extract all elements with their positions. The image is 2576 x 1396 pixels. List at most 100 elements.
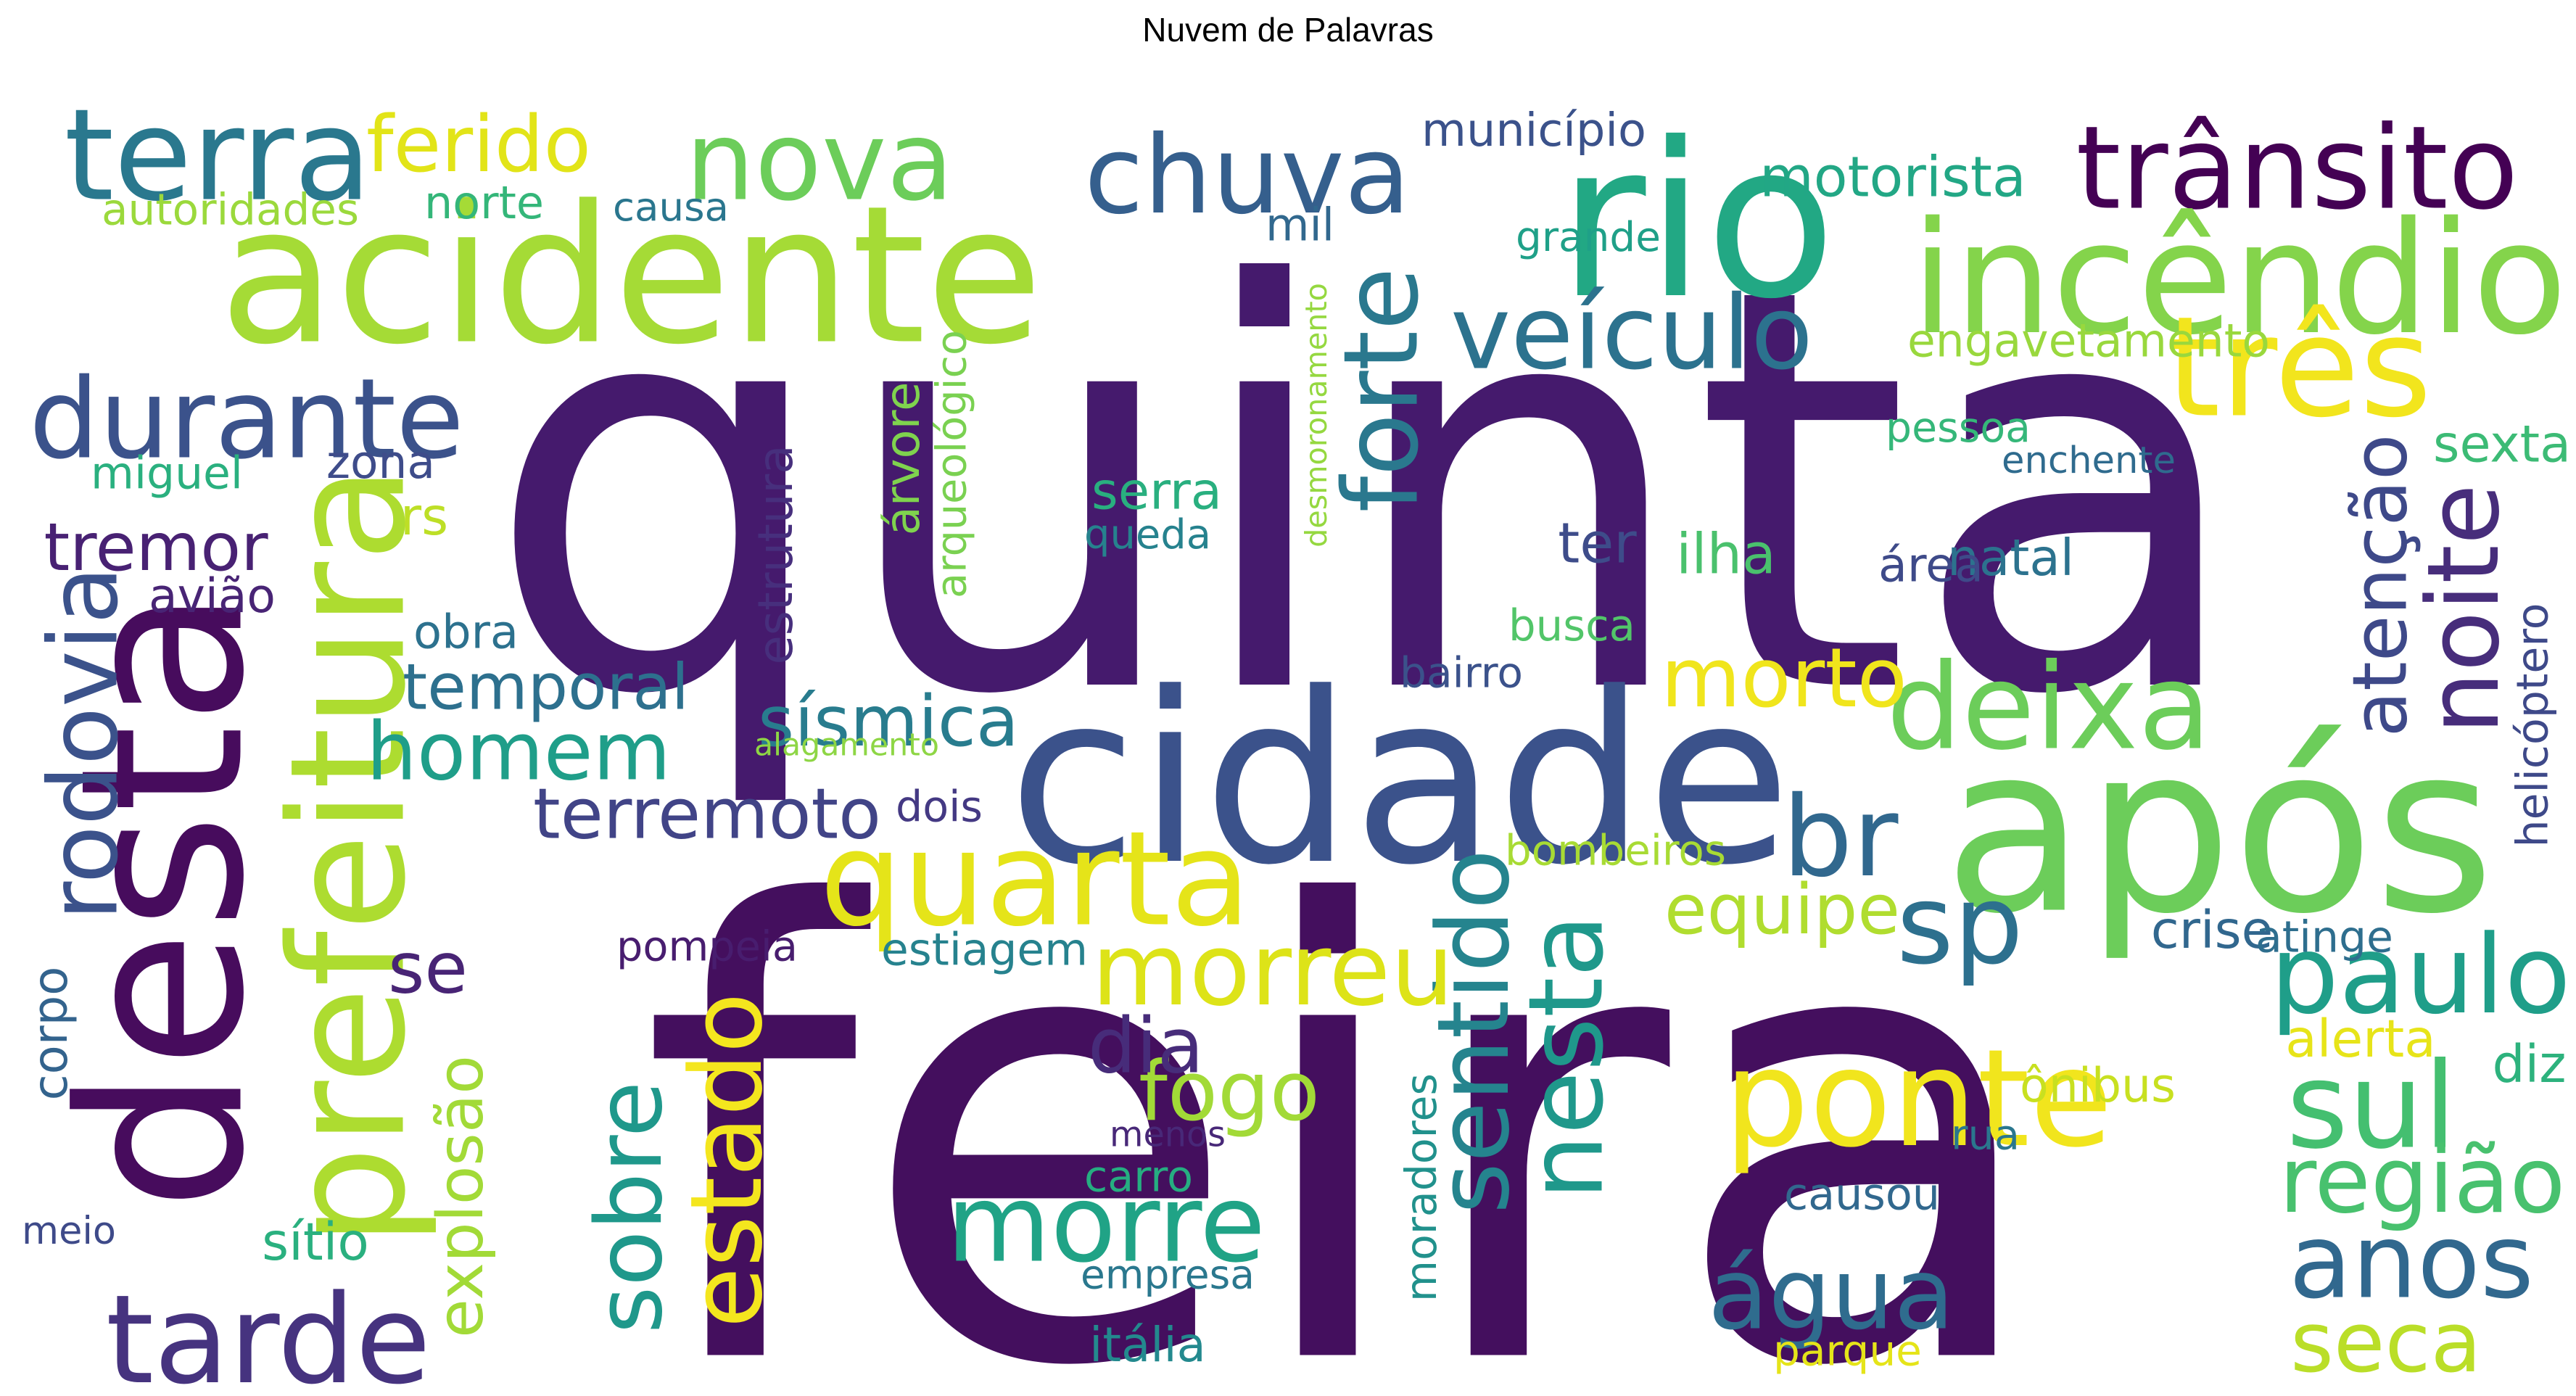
word-homem: homem (366, 706, 671, 799)
word-incendio: incêndio (1911, 189, 2567, 369)
word-arqueologico: arqueológico (928, 330, 976, 598)
word-carro: carro (1084, 1152, 1193, 1202)
word-agua: água (1708, 1237, 1954, 1352)
word-area: área (1878, 539, 1983, 593)
word-estado: estado (669, 993, 785, 1329)
word-italia: itália (1089, 1318, 1206, 1373)
word-temporal: temporal (402, 650, 689, 724)
word-forte: forte (1322, 267, 1442, 512)
word-municipio: município (1421, 104, 1646, 157)
word-sentido: sentido (1416, 849, 1532, 1214)
word-arvore: árvore (875, 382, 930, 536)
word-morto: morto (1661, 630, 1907, 726)
word-prefeitura: prefeitura (256, 465, 441, 1247)
word-tarde: tarde (106, 1268, 431, 1396)
word-seca: seca (2290, 1295, 2482, 1392)
word-onibus: ônibus (2020, 1059, 2176, 1113)
word-rodovia: rodovia (28, 566, 139, 921)
word-empresa: empresa (1081, 1252, 1255, 1298)
word-ferido: ferido (366, 100, 591, 190)
word-quarta: quarta (820, 804, 1250, 956)
word-diz: diz (2492, 1034, 2566, 1094)
word-mil: mil (1266, 199, 1334, 252)
word-sexta: sexta (2433, 415, 2571, 474)
word-miguel: miguel (91, 447, 243, 500)
word-bairro: bairro (1400, 648, 1523, 698)
word-terremoto: terremoto (533, 774, 881, 855)
word-nova: nova (685, 98, 954, 226)
word-crise: crise (2151, 900, 2274, 960)
word-desta: desta (33, 587, 294, 1211)
word-alagamento: alagamento (754, 727, 939, 764)
word-quinta: quinta (484, 170, 2250, 816)
word-fogo: fogo (1139, 1044, 1320, 1139)
word-rs: rs (400, 487, 448, 547)
word-busca: busca (1508, 600, 1635, 650)
word-tres: três (2166, 288, 2432, 449)
word-norte: norte (424, 177, 544, 229)
word-pessoa: pessoa (1886, 404, 2031, 452)
word-grande: grande (1516, 214, 1661, 261)
word-autoridades: autoridades (102, 186, 359, 236)
word-serra: serra (1091, 462, 1222, 521)
word-atencao: atenção (2337, 434, 2424, 737)
word-regiao: região (2279, 1127, 2566, 1234)
word-cidade: cidade (1008, 643, 1791, 917)
word-meio: meio (22, 1209, 116, 1253)
word-deixa: deixa (1886, 638, 2211, 777)
word-paulo: paulo (2270, 912, 2571, 1038)
word-explosao: explosão (424, 1055, 498, 1338)
word-nesta: nesta (1507, 914, 1627, 1199)
word-ponte: ponte (1724, 1020, 2113, 1177)
word-transito: trânsito (2076, 102, 2518, 236)
word-moradores: moradores (1397, 1073, 1446, 1302)
word-ilha: ilha (1676, 523, 1776, 587)
word-veiculo: veículo (1450, 275, 1813, 393)
word-aviao: avião (149, 569, 276, 624)
word-feira: feira (640, 779, 2051, 1396)
word-dois: dois (896, 782, 983, 832)
word-equipe: equipe (1664, 870, 1900, 950)
word-acidente: acidente (219, 165, 1043, 387)
word-ter: ter (1558, 512, 1637, 577)
word-pompeia: pompeia (616, 922, 798, 971)
word-sul: sul (2287, 1037, 2457, 1176)
word-noite: noite (2406, 484, 2522, 735)
word-motorista: motorista (1759, 146, 2026, 210)
word-durante: durante (29, 355, 464, 484)
word-obra: obra (413, 606, 519, 660)
word-sobre: sobre (576, 1081, 682, 1334)
word-rio: rio (1558, 96, 1836, 346)
word-morreu: morreu (1091, 912, 1454, 1028)
word-tremor: tremor (44, 509, 268, 586)
word-terra: terra (65, 83, 372, 230)
word-zona: zona (326, 436, 435, 489)
word-rua: rua (1951, 1111, 2020, 1160)
word-natal: natal (1947, 529, 2074, 587)
word-queda: queda (1084, 511, 1211, 558)
word-engavetamento: engavetamento (1907, 315, 2270, 368)
word-apos: após (1944, 696, 2495, 965)
word-menos: menos (1110, 1115, 1226, 1155)
word-corpo: corpo (23, 967, 78, 1101)
word-dia: dia (1088, 1002, 1204, 1091)
word-estiagem: estiagem (881, 925, 1088, 976)
word-alerta: alerta (2285, 1009, 2435, 1069)
word-enchente: enchente (2002, 439, 2176, 482)
word-parque: parque (1773, 1326, 1922, 1376)
word-estrutura: estrutura (748, 445, 804, 664)
word-sp: sp (1896, 861, 2023, 989)
word-helicoptero: helicóptero (2508, 603, 2559, 847)
word-morre: morre (946, 1162, 1266, 1286)
word-sismica: sísmica (758, 681, 1019, 762)
word-chuva: chuva (1084, 113, 1411, 239)
word-causou: causou (1784, 1170, 1940, 1221)
word-sitio: sítio (262, 1212, 369, 1272)
word-causa: causa (613, 183, 729, 230)
word-anos: anos (2289, 1202, 2534, 1322)
word-desmoronamento: desmoronamento (1299, 283, 1334, 548)
word-bombeiros: bombeiros (1505, 826, 1726, 875)
word-se: se (388, 928, 468, 1009)
chart-title: Nuvem de Palavras (1142, 11, 1434, 49)
